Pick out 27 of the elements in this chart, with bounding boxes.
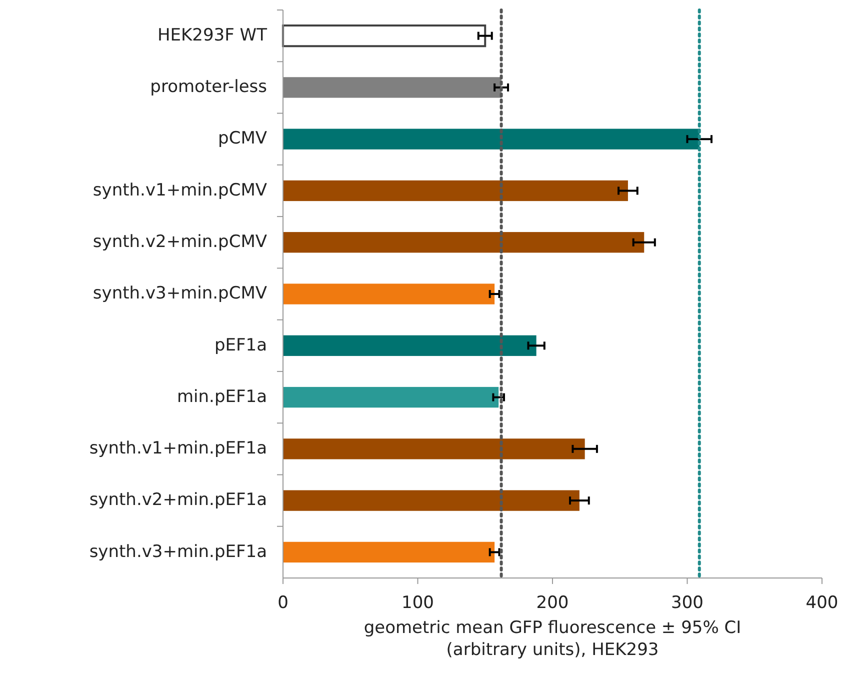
bar	[283, 542, 495, 563]
y-tick-label: promoter-less	[150, 77, 268, 98]
bar	[283, 386, 499, 408]
y-tick-label: pEF1a	[214, 335, 267, 356]
x-tick-label: 300	[671, 593, 704, 613]
y-tick-label: synth.v2+min.pEF1a	[89, 490, 267, 510]
y-tick-label: min.pEF1a	[176, 386, 267, 407]
bar	[283, 284, 495, 304]
x-tick-label: 400	[806, 593, 838, 613]
x-axis-title: geometric mean GFP fluorescence ± 95% CI (arbitrary units), HEK293	[364, 618, 742, 660]
bar	[283, 490, 580, 511]
bar	[283, 438, 585, 460]
bar	[283, 77, 502, 98]
y-tick-label: pCMV	[218, 128, 268, 149]
x-tick-label: 100	[402, 593, 434, 613]
bar	[283, 180, 628, 202]
y-tick-label: synth.v3+min.pEF1a	[89, 542, 267, 562]
y-tick-label: synth.v1+min.pCMV	[92, 180, 268, 200]
y-tick-label: HEK293F WT	[158, 25, 268, 46]
x-tick-label: 200	[536, 593, 569, 613]
x-tick-label: 0	[278, 593, 288, 613]
y-tick-label: synth.v1+min.pEF1a	[89, 438, 267, 459]
y-tick-label: synth.v2+min.pCMV	[92, 232, 268, 252]
bar	[283, 128, 700, 150]
bar	[283, 232, 644, 253]
y-tick-label: synth.v3+min.pCMV	[92, 284, 268, 304]
bar	[283, 335, 536, 356]
